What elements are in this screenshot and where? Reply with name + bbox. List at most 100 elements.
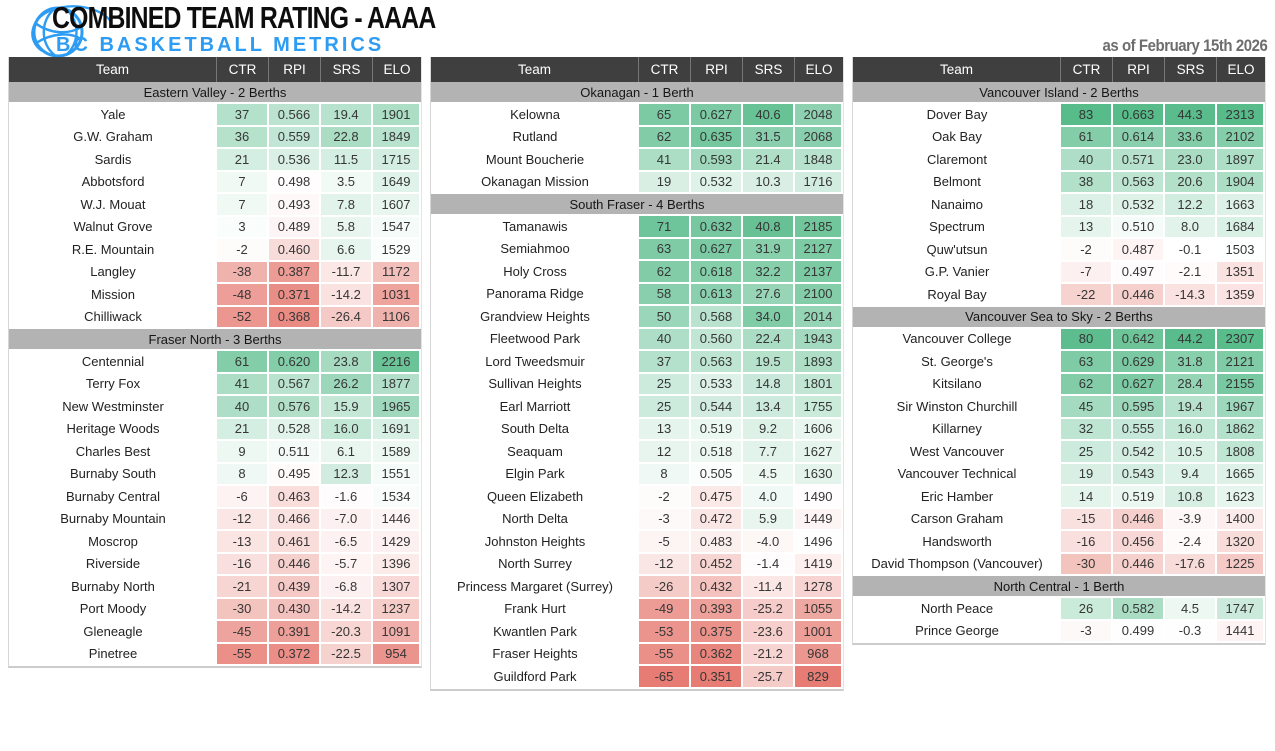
team-row: Moscrop -13 0.461 -6.5 1429 (9, 531, 421, 554)
ctr-value-cell: -5 (639, 531, 691, 554)
team-row: Elgin Park 8 0.505 4.5 1630 (431, 463, 843, 486)
rpi-value-cell: 0.439 (269, 576, 321, 599)
team-name-cell: Dover Bay (853, 104, 1061, 127)
elo-value-cell: 1446 (373, 508, 421, 531)
rpi-value-cell: 0.446 (1113, 508, 1165, 531)
team-row: Riverside -16 0.446 -5.7 1396 (9, 553, 421, 576)
rating-table-left: Team CTR RPI SRS ELO Eastern Valley - 2 Berth… (8, 57, 422, 668)
srs-value-cell: 33.6 (1165, 126, 1217, 149)
ctr-value-cell: -12 (217, 508, 269, 531)
team-row: Frank Hurt -49 0.393 -25.2 1055 (431, 598, 843, 621)
ctr-value-cell: 38 (1061, 171, 1113, 194)
elo-value-cell: 2102 (1217, 126, 1265, 149)
rpi-value-cell: 0.567 (269, 373, 321, 396)
team-name-cell: Mount Boucherie (431, 149, 639, 172)
section-row: Eastern Valley - 2 Berths (9, 82, 421, 104)
rpi-value-cell: 0.518 (691, 441, 743, 464)
team-name-cell: Burnaby North (9, 576, 217, 599)
team-row: Charles Best 9 0.511 6.1 1589 (9, 441, 421, 464)
team-row: Seaquam 12 0.518 7.7 1627 (431, 441, 843, 464)
elo-value-cell: 1623 (1217, 486, 1265, 509)
ctr-value-cell: 9 (217, 441, 269, 464)
column-header-elo: ELO (795, 57, 843, 82)
ctr-value-cell: -22 (1061, 284, 1113, 307)
ctr-value-cell: 3 (217, 216, 269, 239)
rpi-value-cell: 0.642 (1113, 328, 1165, 351)
team-name-cell: Okanagan Mission (431, 171, 639, 194)
ctr-value-cell: 14 (1061, 486, 1113, 509)
team-name-cell: Quw'utsun (853, 239, 1061, 262)
srs-value-cell: 4.5 (1165, 598, 1217, 621)
elo-value-cell: 1441 (1217, 620, 1265, 643)
rpi-value-cell: 0.560 (691, 328, 743, 351)
elo-value-cell: 1684 (1217, 216, 1265, 239)
rpi-value-cell: 0.466 (269, 508, 321, 531)
ctr-value-cell: 18 (1061, 194, 1113, 217)
team-name-cell: North Surrey (431, 553, 639, 576)
rpi-value-cell: 0.627 (691, 104, 743, 127)
elo-value-cell: 954 (373, 643, 421, 666)
team-name-cell: Burnaby Mountain (9, 508, 217, 531)
team-row: Claremont 40 0.571 23.0 1897 (853, 149, 1265, 172)
team-name-cell: Burnaby South (9, 463, 217, 486)
ctr-value-cell: 21 (217, 149, 269, 172)
column-header-team: Team (431, 57, 639, 82)
srs-value-cell: 31.9 (743, 238, 795, 261)
rating-table-middle: Team CTR RPI SRS ELO Okanagan - 1 Berth Kelown… (430, 57, 844, 691)
rpi-value-cell: 0.629 (1113, 351, 1165, 374)
elo-value-cell: 1663 (1217, 194, 1265, 217)
elo-value-cell: 1320 (1217, 531, 1265, 554)
rpi-value-cell: 0.576 (269, 396, 321, 419)
rpi-value-cell: 0.632 (691, 216, 743, 239)
team-row: Fraser Heights -55 0.362 -21.2 968 (431, 643, 843, 666)
rpi-value-cell: 0.614 (1113, 126, 1165, 149)
ctr-value-cell: 7 (217, 194, 269, 217)
elo-value-cell: 1396 (373, 553, 421, 576)
team-row: Pinetree -55 0.372 -22.5 954 (9, 643, 421, 666)
rpi-value-cell: 0.593 (691, 149, 743, 172)
column-header-rpi: RPI (269, 57, 321, 82)
elo-value-cell: 1893 (795, 351, 843, 374)
rpi-value-cell: 0.559 (269, 126, 321, 149)
ctr-value-cell: -45 (217, 621, 269, 644)
team-row: Burnaby Central -6 0.463 -1.6 1534 (9, 486, 421, 509)
team-row: Semiahmoo 63 0.627 31.9 2127 (431, 238, 843, 261)
team-name-cell: Sir Winston Churchill (853, 396, 1061, 419)
elo-value-cell: 1715 (373, 149, 421, 172)
team-row: G.P. Vanier -7 0.497 -2.1 1351 (853, 261, 1265, 284)
team-row: Sardis 21 0.536 11.5 1715 (9, 149, 421, 172)
srs-value-cell: 11.5 (321, 149, 373, 172)
rpi-value-cell: 0.532 (691, 171, 743, 194)
srs-value-cell: 16.0 (321, 418, 373, 441)
ctr-value-cell: 26 (1061, 598, 1113, 621)
elo-value-cell: 1897 (1217, 149, 1265, 172)
srs-value-cell: -1.4 (743, 553, 795, 576)
srs-value-cell: -14.2 (321, 284, 373, 307)
ctr-value-cell: 50 (639, 306, 691, 329)
team-name-cell: Spectrum (853, 216, 1061, 239)
elo-value-cell: 1716 (795, 171, 843, 194)
srs-value-cell: -6.5 (321, 531, 373, 554)
rpi-value-cell: 0.563 (1113, 171, 1165, 194)
srs-value-cell: -3.9 (1165, 508, 1217, 531)
rpi-value-cell: 0.446 (269, 553, 321, 576)
team-row: W.J. Mouat 7 0.493 7.8 1607 (9, 194, 421, 217)
rpi-value-cell: 0.391 (269, 621, 321, 644)
rpi-value-cell: 0.463 (269, 486, 321, 509)
column-header-srs: SRS (743, 57, 795, 82)
elo-value-cell: 1607 (373, 194, 421, 217)
ctr-value-cell: 45 (1061, 396, 1113, 419)
rpi-value-cell: 0.555 (1113, 418, 1165, 441)
team-name-cell: Yale (9, 104, 217, 127)
rpi-value-cell: 0.510 (1113, 216, 1165, 239)
rpi-value-cell: 0.627 (1113, 373, 1165, 396)
team-name-cell: Carson Graham (853, 508, 1061, 531)
ctr-value-cell: 25 (639, 396, 691, 419)
team-name-cell: Kitsilano (853, 373, 1061, 396)
team-row: Holy Cross 62 0.618 32.2 2137 (431, 261, 843, 284)
ctr-value-cell: 40 (217, 396, 269, 419)
ctr-value-cell: -65 (639, 666, 691, 689)
team-name-cell: David Thompson (Vancouver) (853, 553, 1061, 576)
ratings-grid: Team CTR RPI SRS ELO Okanagan - 1 Berth Kelown… (431, 57, 843, 689)
column-header-ctr: CTR (639, 57, 691, 82)
